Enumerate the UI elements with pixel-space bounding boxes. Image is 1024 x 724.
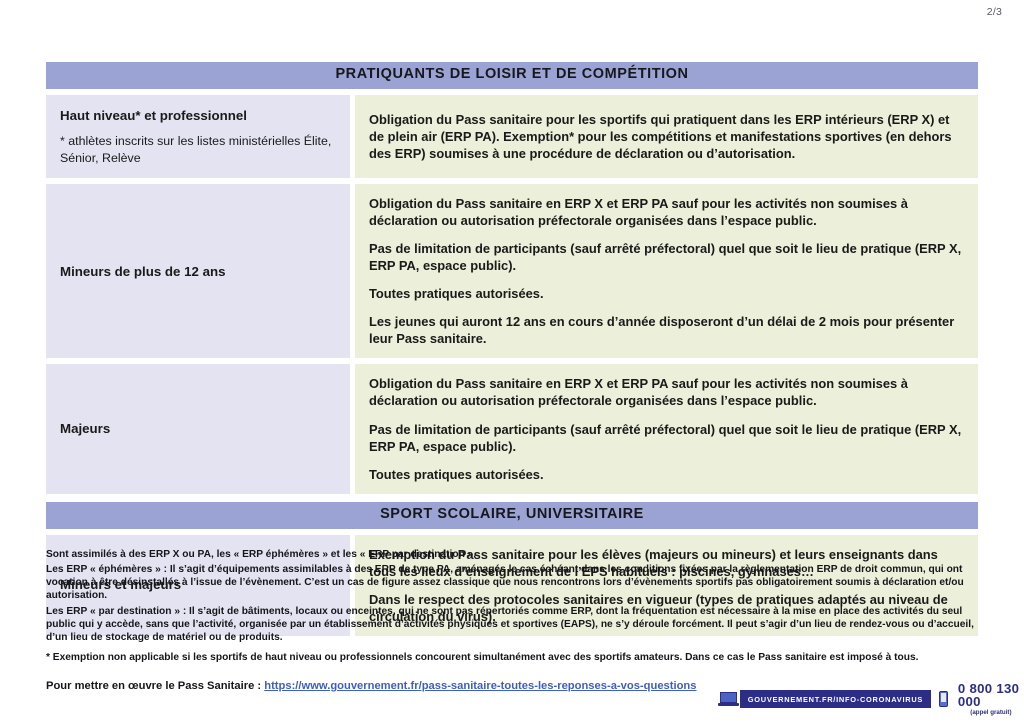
row-category-title: Mineurs de plus de 12 ans [60,263,226,279]
row-content-majeurs: Obligation du Pass sanitaire en ERP X et… [355,364,978,494]
section-header-sport-scolaire: SPORT SCOLAIRE, UNIVERSITAIRE [46,501,978,529]
row-category-title: Haut niveau* et professionnel [60,107,247,123]
row-category-subtitle: * athlètes inscrits sur les listes minis… [60,134,332,165]
smartphone-icon [939,691,948,708]
table-row: Majeurs Obligation du Pass sanitaire en … [46,364,978,494]
content-paragraph: Toutes pratiques autorisées. [369,466,544,482]
pass-sanitaire-link-line: Pour mettre en œuvre le Pass Sanitaire :… [46,680,696,692]
phone-number: 0 800 130 000 [957,681,1020,710]
row-category-title: Majeurs [60,421,111,437]
content-paragraph: Obligation du Pass sanitaire en ERP X et… [369,196,908,229]
link-line-prefix: Pour mettre en œuvre le Pass Sanitaire : [46,680,265,692]
row-content-mineurs-et-majeurs: Exemption du Pass sanitaire pour les élè… [355,534,978,636]
row-content-mineurs-12: Obligation du Pass sanitaire en ERP X et… [355,184,978,359]
footnote-erp-par-destination: Les ERP « par destination » : Il s’agit … [46,605,974,643]
content-paragraph: Obligation du Pass sanitaire en ERP X et… [369,376,908,409]
footnotes: Sont assimilés à des ERP X ou PA, les « … [46,548,981,664]
row-category-majeurs: Majeurs [46,364,350,494]
phone-free-note: (appel gratuit) [970,708,1012,716]
content-table: PRATIQUANTS DE LOISIR ET DE COMPÉTITION … [46,62,978,636]
content-paragraph: Exemption du Pass sanitaire pour les élè… [369,546,938,579]
row-category-haut-niveau: Haut niveau* et professionnel * athlètes… [46,94,350,179]
content-paragraph: Pas de limitation de participants (sauf … [369,421,962,454]
row-content-haut-niveau: Obligation du Pass sanitaire pour les sp… [355,94,978,179]
gov-site-label[interactable]: GOUVERNEMENT.FR/INFO-CORONAVIRUS [739,690,932,708]
page-number: 2/3 [986,6,1002,18]
pass-sanitaire-link[interactable]: https://www.gouvernement.fr/pass-sanitai… [264,680,697,692]
row-category-title: Mineurs et majeurs [60,577,182,593]
content-paragraph: Toutes pratiques autorisées. [369,286,544,302]
footnote-exemption: * Exemption non applicable si les sporti… [46,652,919,664]
content-paragraph: Dans le respect des protocoles sanitaire… [369,591,948,624]
row-category-mineurs-et-majeurs: Mineurs et majeurs [46,534,350,636]
footnote-erp-ephemeres: Les ERP « éphémères » : Il s’agit d’équi… [46,564,964,602]
table-row: Mineurs et majeurs Exemption du Pass san… [46,534,978,636]
footnote-erp-assimiles: Sont assimilés à des ERP X ou PA, les « … [46,549,477,560]
content-paragraph: Pas de limitation de participants (sauf … [369,241,962,274]
table-row: Mineurs de plus de 12 ans Obligation du … [46,184,978,359]
table-row: Haut niveau* et professionnel * athlètes… [46,94,978,179]
gouvernement-info-coronavirus-banner[interactable]: GOUVERNEMENT.FR/INFO-CORONAVIRUS 0 800 1… [718,682,1024,716]
section-header-pratiquants: PRATIQUANTS DE LOISIR ET DE COMPÉTITION [46,62,978,89]
laptop-icon [718,691,739,707]
content-paragraph: Obligation du Pass sanitaire pour les sp… [369,112,952,162]
phone-block: 0 800 130 000 (appel gratuit) [958,682,1024,716]
content-paragraph: Les jeunes qui auront 12 ans en cours d’… [369,314,955,347]
row-category-mineurs-12: Mineurs de plus de 12 ans [46,184,350,359]
